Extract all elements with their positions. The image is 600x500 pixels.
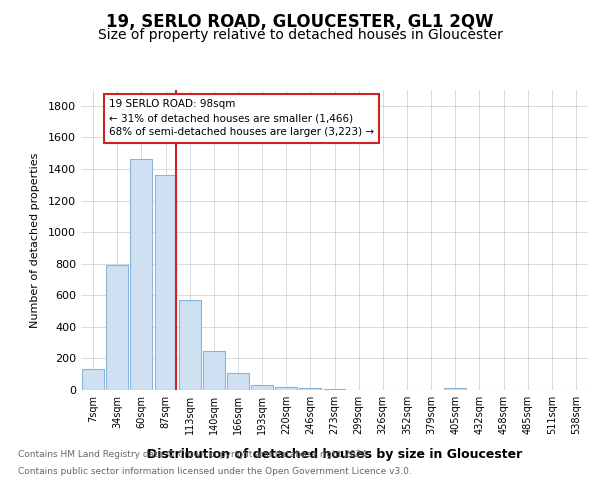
Bar xyxy=(323,389,346,390)
Text: Contains HM Land Registry data © Crown copyright and database right 2024.: Contains HM Land Registry data © Crown c… xyxy=(18,450,370,459)
Y-axis label: Number of detached properties: Number of detached properties xyxy=(29,152,40,328)
Bar xyxy=(299,388,321,390)
Text: Size of property relative to detached houses in Gloucester: Size of property relative to detached ho… xyxy=(98,28,502,42)
Bar xyxy=(82,370,104,390)
Bar xyxy=(445,388,466,390)
Text: 19 SERLO ROAD: 98sqm
← 31% of detached houses are smaller (1,466)
68% of semi-de: 19 SERLO ROAD: 98sqm ← 31% of detached h… xyxy=(109,100,374,138)
Bar xyxy=(203,350,224,390)
Text: Contains public sector information licensed under the Open Government Licence v3: Contains public sector information licen… xyxy=(18,468,412,476)
Bar xyxy=(227,374,249,390)
X-axis label: Distribution of detached houses by size in Gloucester: Distribution of detached houses by size … xyxy=(147,448,522,461)
Text: 19, SERLO ROAD, GLOUCESTER, GL1 2QW: 19, SERLO ROAD, GLOUCESTER, GL1 2QW xyxy=(106,12,494,30)
Bar xyxy=(155,176,176,390)
Bar xyxy=(179,300,200,390)
Bar xyxy=(275,387,297,390)
Bar xyxy=(106,266,128,390)
Bar xyxy=(251,386,273,390)
Bar xyxy=(130,160,152,390)
